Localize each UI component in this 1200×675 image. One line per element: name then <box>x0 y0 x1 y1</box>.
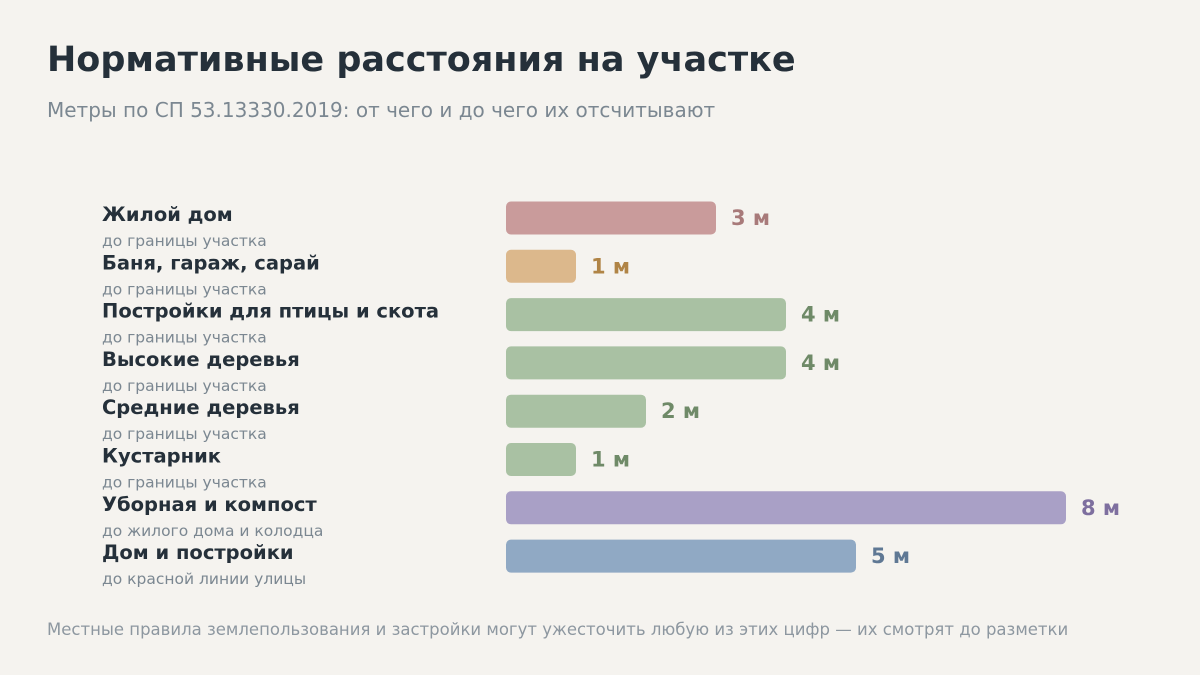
category-sublabel: до красной линии улицы <box>102 570 306 588</box>
category-sublabel: до границы участка <box>102 474 267 492</box>
bar <box>506 443 576 476</box>
bar <box>506 346 786 380</box>
value-label: 1 м <box>591 448 630 472</box>
bar <box>506 201 716 235</box>
value-label: 2 м <box>661 399 700 423</box>
value-label: 1 м <box>591 254 630 278</box>
page-title: Нормативные расстояния на участке <box>47 40 796 80</box>
value-label: 3 м <box>731 206 770 230</box>
value-label: 8 м <box>1081 496 1120 520</box>
footnote: Местные правила землепользования и застр… <box>47 620 1069 639</box>
value-label: 4 м <box>801 351 840 375</box>
category-label: Средние деревья <box>102 396 300 419</box>
bar <box>506 491 1066 525</box>
category-sublabel: до границы участка <box>102 280 267 298</box>
category-sublabel: до границы участка <box>102 377 267 395</box>
category-label: Кустарник <box>102 445 221 468</box>
category-sublabel: до жилого дома и колодца <box>102 522 323 540</box>
page-subtitle: Метры по СП 53.13330.2019: от чего и до … <box>47 98 716 122</box>
category-sublabel: до границы участка <box>102 232 267 250</box>
category-label: Высокие деревья <box>102 348 300 371</box>
category-label: Постройки для птицы и скота <box>102 300 439 323</box>
value-label: 4 м <box>801 303 840 327</box>
bar <box>506 394 646 428</box>
category-label: Дом и постройки <box>102 541 294 564</box>
bar <box>506 298 786 332</box>
category-label: Жилой дом <box>102 203 233 226</box>
category-label: Баня, гараж, сарай <box>102 251 320 274</box>
value-label: 5 м <box>871 544 910 568</box>
category-label: Уборная и компост <box>102 493 317 516</box>
category-sublabel: до границы участка <box>102 425 267 443</box>
bar <box>506 249 576 283</box>
bar <box>506 539 856 573</box>
category-sublabel: до границы участка <box>102 329 267 347</box>
